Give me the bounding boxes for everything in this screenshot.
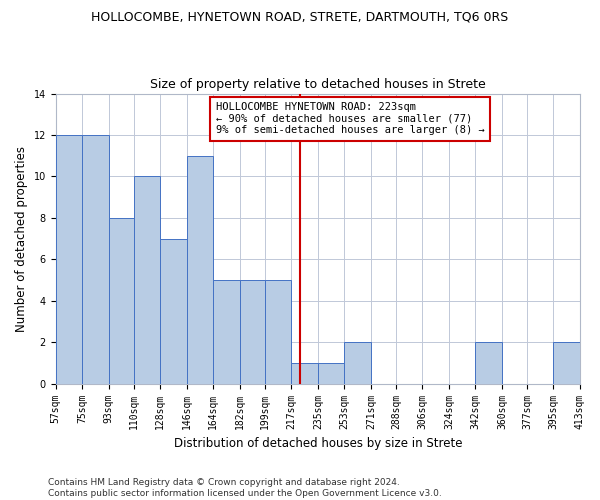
Bar	[553, 342, 580, 384]
Bar	[82, 135, 109, 384]
Text: HOLLOCOMBE HYNETOWN ROAD: 223sqm
← 90% of detached houses are smaller (77)
9% of: HOLLOCOMBE HYNETOWN ROAD: 223sqm ← 90% o…	[215, 102, 484, 136]
Bar	[160, 238, 187, 384]
Title: Size of property relative to detached houses in Strete: Size of property relative to detached ho…	[150, 78, 486, 91]
X-axis label: Distribution of detached houses by size in Strete: Distribution of detached houses by size …	[173, 437, 462, 450]
Bar	[109, 218, 134, 384]
Bar	[56, 135, 82, 384]
Text: Contains HM Land Registry data © Crown copyright and database right 2024.
Contai: Contains HM Land Registry data © Crown c…	[48, 478, 442, 498]
Text: HOLLOCOMBE, HYNETOWN ROAD, STRETE, DARTMOUTH, TQ6 0RS: HOLLOCOMBE, HYNETOWN ROAD, STRETE, DARTM…	[91, 10, 509, 23]
Bar	[318, 363, 344, 384]
Bar	[187, 156, 213, 384]
Bar	[134, 176, 160, 384]
Bar	[213, 280, 240, 384]
Bar	[475, 342, 502, 384]
Y-axis label: Number of detached properties: Number of detached properties	[15, 146, 28, 332]
Bar	[240, 280, 265, 384]
Bar	[292, 363, 318, 384]
Bar	[344, 342, 371, 384]
Bar	[265, 280, 292, 384]
